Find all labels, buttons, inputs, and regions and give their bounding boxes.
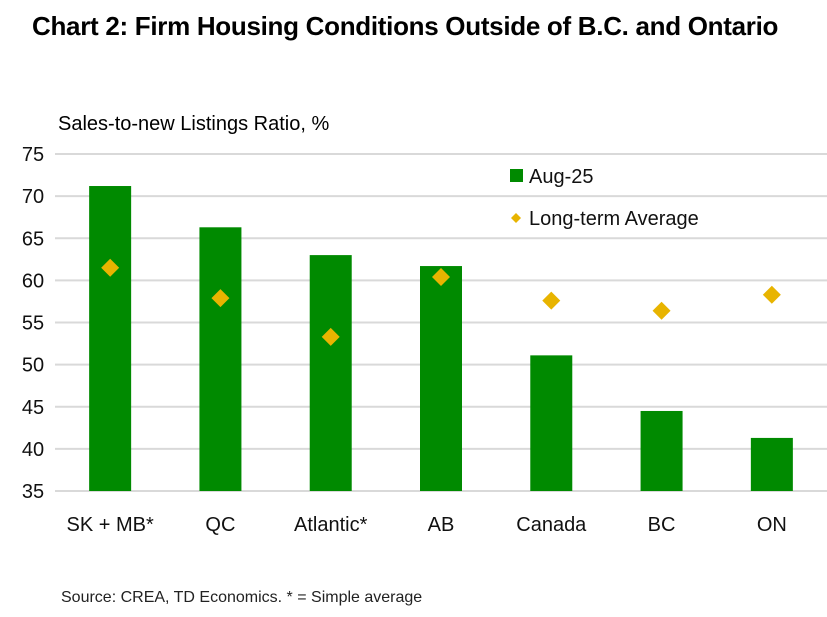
y-tick-label: 60 xyxy=(22,270,44,292)
x-category-label: Canada xyxy=(516,514,587,536)
y-tick-labels: 35 40 45 50 55 60 65 70 75 xyxy=(22,144,44,503)
marker-bc xyxy=(652,301,671,320)
y-tick-label: 35 xyxy=(22,481,44,503)
marker-on xyxy=(762,285,781,304)
bars-aug-25 xyxy=(89,186,793,492)
y-tick-label: 70 xyxy=(22,186,44,208)
y-axis-label: Sales-to-new Listings Ratio, % xyxy=(58,113,330,135)
chart-title: Chart 2: Firm Housing Conditions Outside… xyxy=(32,11,779,41)
y-tick-label: 55 xyxy=(22,313,44,335)
x-category-label: SK + MB* xyxy=(67,514,154,536)
legend: Aug-25 Long-term Average xyxy=(510,166,699,230)
source-note: Source: CREA, TD Economics. * = Simple a… xyxy=(61,589,423,606)
x-category-label: BC xyxy=(648,514,676,536)
y-tick-label: 50 xyxy=(22,355,44,377)
marker-sk-mb xyxy=(101,258,120,277)
bar-ab xyxy=(420,266,462,491)
y-tick-label: 65 xyxy=(22,228,44,250)
x-category-label: Atlantic* xyxy=(294,514,368,536)
marker-canada xyxy=(542,291,561,310)
legend-swatch-aug-25 xyxy=(510,169,523,182)
marker-atlantic xyxy=(321,327,340,346)
y-tick-label: 45 xyxy=(22,397,44,419)
marker-qc xyxy=(211,289,230,308)
x-category-labels: SK + MB* QC Atlantic* AB Canada BC ON xyxy=(67,514,787,536)
legend-label-long-term-average: Long-term Average xyxy=(529,208,699,230)
bar-on xyxy=(750,437,793,491)
marker-ab xyxy=(432,268,450,287)
bar-qc xyxy=(199,227,242,492)
x-category-label: ON xyxy=(757,514,787,536)
x-category-label: QC xyxy=(205,514,235,536)
bar-canada xyxy=(530,355,573,491)
bar-bc xyxy=(640,410,683,491)
x-category-label: AB xyxy=(428,514,455,536)
legend-swatch-long-term-average xyxy=(511,213,521,223)
bar-atlantic xyxy=(309,255,352,491)
y-tick-label: 40 xyxy=(22,439,44,461)
legend-label-aug-25: Aug-25 xyxy=(529,166,594,188)
bar-sk-mb xyxy=(89,186,132,491)
y-tick-label: 75 xyxy=(22,144,44,166)
markers-long-term-average xyxy=(101,258,781,346)
